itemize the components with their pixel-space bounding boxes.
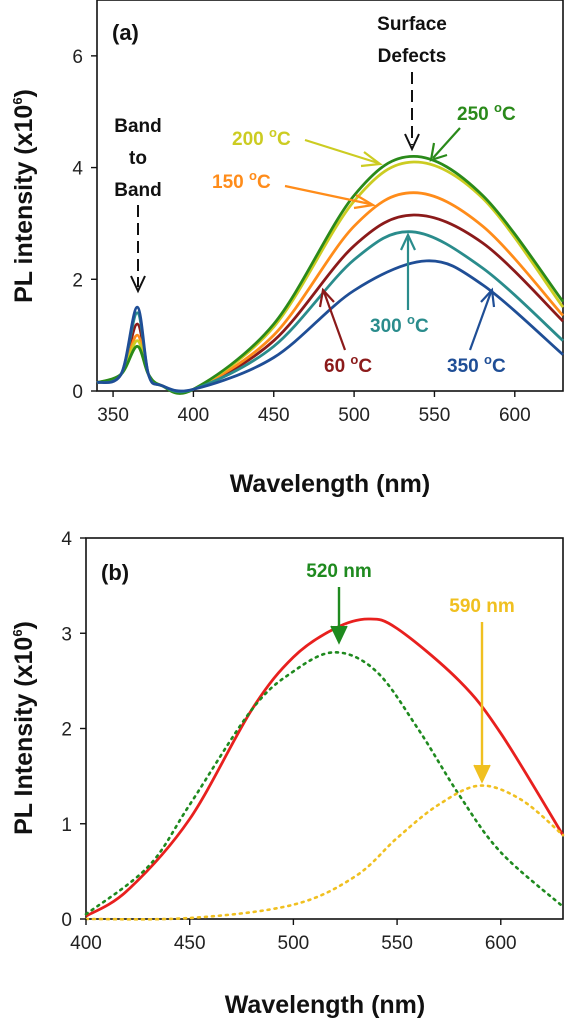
band-to-band-line3: Band (114, 180, 162, 201)
panel-a-series-line-0 (96, 213, 564, 394)
panel-a-x-tick-label: 450 (258, 405, 290, 426)
arrowhead-300c (400, 232, 416, 251)
panel-b-x-tick-label: 500 (278, 933, 310, 954)
arrow-350c (468, 291, 493, 351)
panel-a-x-tick-label: 400 (178, 405, 210, 426)
y-ticks-b: 0 1 2 3 4 (61, 529, 86, 931)
plot-frame-a (96, 0, 564, 392)
panel-a-x-tick-label: 500 (338, 405, 370, 426)
celsius-unit: C (257, 172, 271, 193)
x-ticks-a: 350 400 450 500 550 600 (97, 391, 531, 426)
peak-labels-b: 520 nm 590 nm (306, 561, 515, 784)
surface-defects-line2: Defects (378, 46, 447, 67)
label-60c: 60 oC (324, 352, 372, 377)
label-300c: 300 oC (370, 312, 429, 337)
panel-a: 350 400 450 500 550 600 0 2 4 6 (a) Wavelength (… (10, 0, 565, 498)
celsius-unit: C (358, 356, 372, 377)
arrowhead-60c (318, 287, 335, 308)
label-150c: 150 oC (212, 168, 271, 193)
x-axis-title-a: Wavelength (nm) (230, 470, 430, 498)
panel-b-series-line-2 (84, 784, 565, 921)
panel-b-x-tick-label: 450 (174, 933, 206, 954)
panel-a-series-line-5 (96, 259, 564, 393)
label-520nm: 520 nm (306, 561, 371, 582)
y-axis-title-a-main: PL intensity (x10 (10, 105, 38, 303)
x-ticks-b: 400 450 500 550 600 (70, 919, 517, 954)
celsius-unit: C (502, 104, 516, 125)
label-200c: 200 oC (232, 125, 291, 150)
label-350c: 350 oC (447, 352, 506, 377)
y-axis-title-a-tail: ) (10, 89, 38, 97)
arrow-250c (432, 127, 461, 159)
y-axis-title-b-sup: 6 (10, 629, 25, 636)
degree-symbol: o (484, 352, 492, 367)
y-ticks-a: 0 2 4 6 (72, 47, 97, 403)
band-to-band-line2: to (129, 148, 147, 169)
surface-defects-line1: Surface (377, 14, 447, 35)
label-590nm: 590 nm (449, 596, 514, 617)
surface-defects-annotation: Surface Defects (377, 14, 447, 152)
arrowhead-520nm (330, 625, 348, 645)
panel-a-y-tick-label: 6 (72, 47, 83, 68)
surface-defects-arrowhead (404, 133, 420, 152)
panel-b-y-tick-label: 1 (61, 815, 72, 836)
panel-label-b: (b) (101, 560, 129, 585)
panel-a-x-tick-label: 550 (419, 405, 451, 426)
panel-a-x-tick-label: 600 (499, 405, 531, 426)
panel-a-series-line-4 (96, 230, 564, 394)
arrowhead-590nm (473, 764, 491, 784)
panel-a-series-line-1 (96, 191, 565, 394)
x-axis-title-b: Wavelength (nm) (225, 991, 425, 1019)
celsius-unit: C (415, 316, 429, 337)
degree-symbol: o (249, 168, 257, 183)
celsius-unit: C (277, 129, 291, 150)
panel-a-y-tick-label: 0 (72, 382, 83, 403)
panel-b-series-line-1 (84, 651, 565, 916)
y-axis-title-b-main: PL Intensity (x10 (10, 637, 38, 835)
arrowhead-350c (480, 287, 496, 308)
panel-b-x-tick-label: 550 (381, 933, 413, 954)
celsius-unit: C (492, 356, 506, 377)
y-axis-title-b-tail: ) (10, 621, 38, 629)
panel-a-y-tick-label: 2 (72, 270, 83, 291)
degree-symbol: o (494, 100, 502, 115)
arrowhead-150c (353, 194, 377, 210)
band-to-band-annotation: Band to Band (114, 116, 162, 294)
degree-symbol: o (350, 352, 358, 367)
degree-symbol: o (269, 125, 277, 140)
panel-a-y-tick-label: 4 (72, 159, 83, 180)
panel-b: 400 450 500 550 600 0 1 2 3 4 (b) Wavelength (nm… (10, 529, 565, 1019)
panel-b-y-tick-label: 2 (61, 720, 72, 741)
band-to-band-line1: Band (114, 116, 162, 137)
y-axis-title-a: PL intensity (x106) (10, 89, 38, 303)
panel-b-y-tick-label: 0 (61, 910, 72, 931)
arrow-200c (304, 138, 379, 165)
panel-a-series-line-3 (96, 155, 565, 395)
degree-symbol: o (407, 312, 415, 327)
panel-label-a: (a) (112, 20, 139, 45)
series-group-b (84, 617, 565, 921)
panel-b-x-tick-label: 400 (70, 933, 102, 954)
panel-b-y-tick-label: 3 (61, 624, 72, 645)
arrowhead-250c (429, 142, 448, 162)
y-axis-title-b: PL Intensity (x106) (10, 621, 38, 835)
panel-b-y-tick-label: 4 (61, 529, 72, 550)
series-group-a (96, 155, 565, 395)
panel-b-series-line-0 (85, 617, 565, 918)
arrowhead-200c (360, 151, 383, 168)
arrow-60c (322, 291, 347, 351)
temperature-labels: 200 oC 250 oC 150 oC 300 oC 60 oC 350 oC (212, 100, 516, 377)
band-to-band-arrowhead (130, 275, 146, 294)
y-axis-title-a-sup: 6 (10, 97, 25, 104)
label-250c: 250 oC (457, 100, 516, 125)
panel-a-x-tick-label: 350 (97, 405, 129, 426)
arrow-150c (284, 184, 371, 206)
panel-b-x-tick-label: 600 (485, 933, 517, 954)
